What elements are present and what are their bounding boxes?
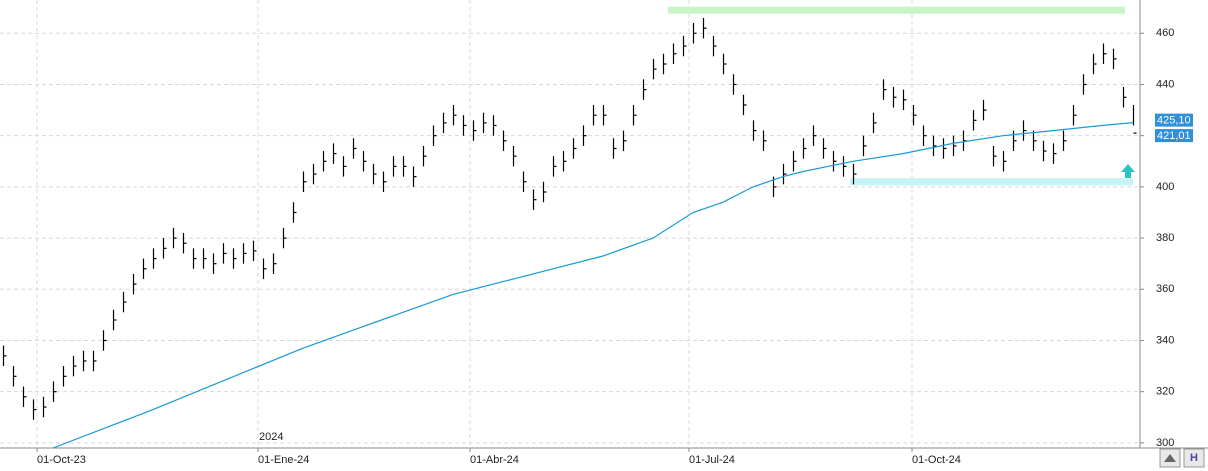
x-tick-label: 01-Oct-23: [37, 454, 86, 466]
y-tick-label: 320: [1156, 386, 1174, 398]
x-tick-label: 01-Abr-24: [470, 454, 519, 466]
year-label: 2024: [259, 431, 283, 443]
x-tick-label: 01-Oct-24: [912, 454, 961, 466]
save-button[interactable]: [1183, 448, 1205, 468]
x-tick-label: 01-Jul-24: [689, 454, 735, 466]
y-tick-label: 360: [1156, 283, 1174, 295]
level-band: [668, 6, 1125, 14]
y-tick-label: 440: [1156, 78, 1174, 90]
y-tick-label: 400: [1156, 181, 1174, 193]
zoom-icon: [1164, 454, 1176, 462]
save-icon: H: [1190, 452, 1198, 464]
level-band: [850, 178, 1133, 186]
last-value-box: [1155, 129, 1193, 143]
last-value-label: 425,10: [1157, 115, 1191, 127]
x-tick-label: 01-Ene-24: [258, 454, 309, 466]
moving-average: [52, 122, 1134, 449]
last-value-label: 421,01: [1157, 130, 1191, 142]
y-tick-label: 340: [1156, 334, 1174, 346]
y-tick-label: 460: [1156, 27, 1174, 39]
y-tick-label: 380: [1156, 232, 1174, 244]
arrow-up: [1121, 164, 1135, 178]
y-tick-label: 300: [1156, 437, 1174, 449]
last-value-box: [1155, 113, 1193, 127]
